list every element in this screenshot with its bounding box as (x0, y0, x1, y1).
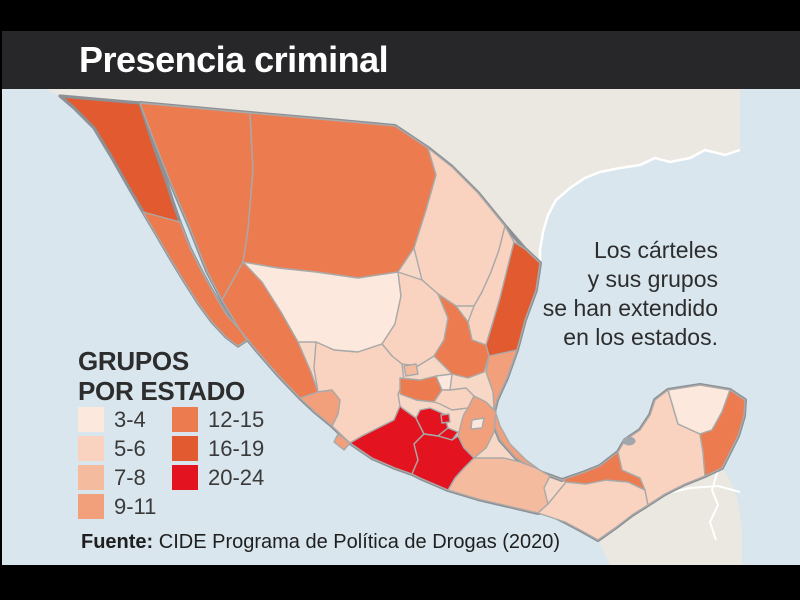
annotation-line: se han extendido (542, 295, 718, 321)
legend-title: GRUPOS POR ESTADO (78, 346, 245, 406)
legend-item: 3-4 (78, 407, 156, 432)
source-prefix: Fuente: (81, 531, 154, 553)
letterbox-top (0, 0, 800, 31)
legend-swatch (172, 465, 198, 490)
annotation-text: Los cárteles y sus grupos se han extendi… (543, 236, 718, 352)
annotation-line: Los cárteles (593, 237, 718, 263)
guatemala-belize-border-line (659, 484, 741, 496)
state-nayarit (299, 389, 341, 427)
legend-item: 20-24 (172, 465, 264, 490)
legend-title-line: GRUPOS (78, 346, 189, 376)
letterbox-bottom (0, 565, 800, 600)
legend-label: 7-8 (114, 464, 146, 490)
header-bar: Presencia criminal (0, 31, 800, 89)
legend-label: 12-15 (208, 406, 265, 432)
mexico-choropleth-map (0, 89, 800, 565)
legend-label: 20-24 (208, 464, 265, 490)
legend-swatch (172, 436, 198, 461)
legend: GRUPOS POR ESTADO 3-4 5-6 7-8 (78, 346, 264, 519)
legend-item: 7-8 (78, 465, 156, 490)
state-tlaxcala (470, 417, 485, 430)
page-title: Presencia criminal (79, 39, 389, 80)
legend-label: 3-4 (114, 406, 146, 432)
legend-item: 16-19 (172, 436, 264, 461)
state-quintana-roo (699, 389, 746, 477)
legend-item: 5-6 (78, 436, 156, 461)
state-guerrero (411, 433, 475, 491)
legend-column-right: 12-15 16-19 20-24 (172, 407, 264, 494)
legend-swatch (78, 465, 104, 490)
us-land (45, 89, 740, 263)
state-aguascalientes (403, 363, 419, 377)
annotation-line: y sus grupos (587, 266, 718, 292)
legend-label: 5-6 (114, 435, 146, 461)
state-san-luis-potosi (433, 293, 490, 379)
legend-label: 9-11 (114, 493, 157, 519)
legend-column-left: 3-4 5-6 7-8 9-11 (78, 407, 156, 523)
state-baja-california-sur (142, 211, 248, 347)
belize-border-line (708, 469, 720, 541)
legend-item: 9-11 (78, 494, 156, 519)
us-gulf-coastline (538, 148, 741, 263)
guatemala-belize-land (598, 468, 742, 565)
source-caption: Fuente: CIDE Programa de Política de Dro… (81, 531, 560, 554)
legend-title-line: POR ESTADO (78, 376, 245, 406)
map-container (0, 89, 800, 565)
source-text: CIDE Programa de Política de Drogas (202… (153, 531, 561, 553)
state-chihuahua (242, 112, 437, 279)
state-ciudad-de-mexico (440, 413, 451, 424)
legend-item: 12-15 (172, 407, 264, 432)
legend-swatch (172, 407, 198, 432)
laguna-de-terminos-lake (622, 436, 636, 446)
legend-swatch (78, 407, 104, 432)
state-colima (333, 433, 351, 451)
annotation-line: en los estados. (563, 324, 718, 350)
letterbox-left-edge (0, 31, 2, 565)
legend-label: 16-19 (208, 435, 265, 461)
legend-swatch (78, 494, 104, 519)
legend-swatch (78, 436, 104, 461)
